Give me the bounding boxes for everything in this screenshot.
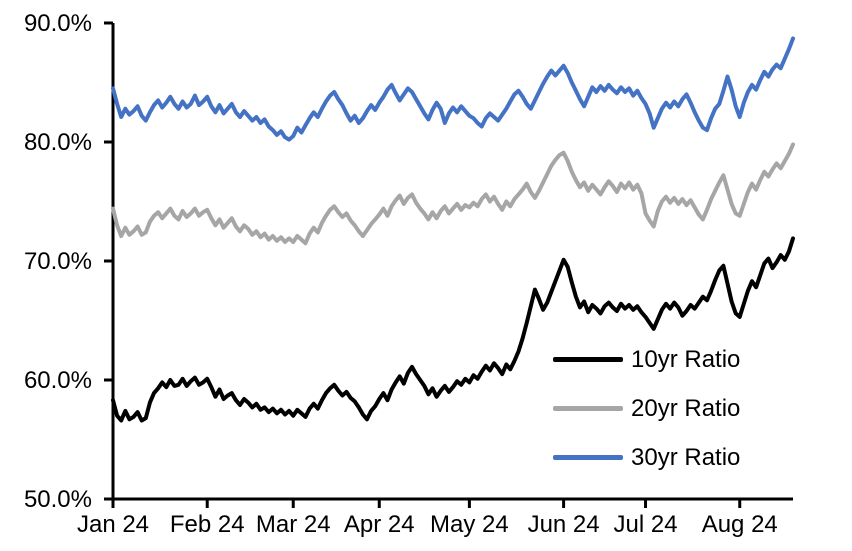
axes [104, 21, 793, 508]
y-axis-tick-label: 80.0% [24, 129, 92, 156]
x-axis-tick-label: Apr 24 [344, 511, 415, 538]
x-axis-tick-label: Jan 24 [77, 511, 149, 538]
series-line-20yr-ratio [111, 142, 795, 246]
series-line-30yr-ratio [111, 36, 795, 142]
y-axis-tick-label: 70.0% [24, 248, 92, 275]
y-axis-tick-label: 60.0% [24, 367, 92, 394]
legend-swatch-10yr [553, 357, 623, 362]
legend-label-30yr: 30yr Ratio [631, 443, 741, 471]
series-line-10yr-ratio [111, 236, 795, 423]
x-axis-tick-label: Jun 24 [528, 511, 600, 538]
y-axis-tick-label: 50.0% [24, 486, 92, 513]
x-axis-tick-label: Feb 24 [170, 511, 245, 538]
x-axis-labels: Jan 24 Feb 24 Mar 24 Apr 24 May 24 Jun 24 Jul … [77, 511, 778, 538]
y-axis-tick-label: 90.0% [24, 10, 92, 37]
legend-label-20yr: 20yr Ratio [631, 394, 741, 422]
y-axis-labels: 90.0% 80.0% 70.0% 60.0% 50.0% [24, 10, 92, 513]
x-axis-tick-label: Aug 24 [702, 511, 778, 538]
legend-swatch-30yr [553, 455, 623, 460]
chart-legend: 10yr Ratio 20yr Ratio 30yr Ratio [553, 335, 740, 482]
x-axis-tick-label: May 24 [430, 511, 509, 538]
legend-swatch-20yr [553, 406, 623, 411]
legend-item-10yr-ratio: 10yr Ratio [553, 335, 740, 384]
legend-item-30yr-ratio: 30yr Ratio [553, 433, 740, 482]
x-axis-tick-label: Mar 24 [256, 511, 331, 538]
x-axis-tick-label: Jul 24 [614, 511, 678, 538]
legend-label-10yr: 10yr Ratio [631, 345, 741, 373]
legend-item-20yr-ratio: 20yr Ratio [553, 384, 740, 433]
